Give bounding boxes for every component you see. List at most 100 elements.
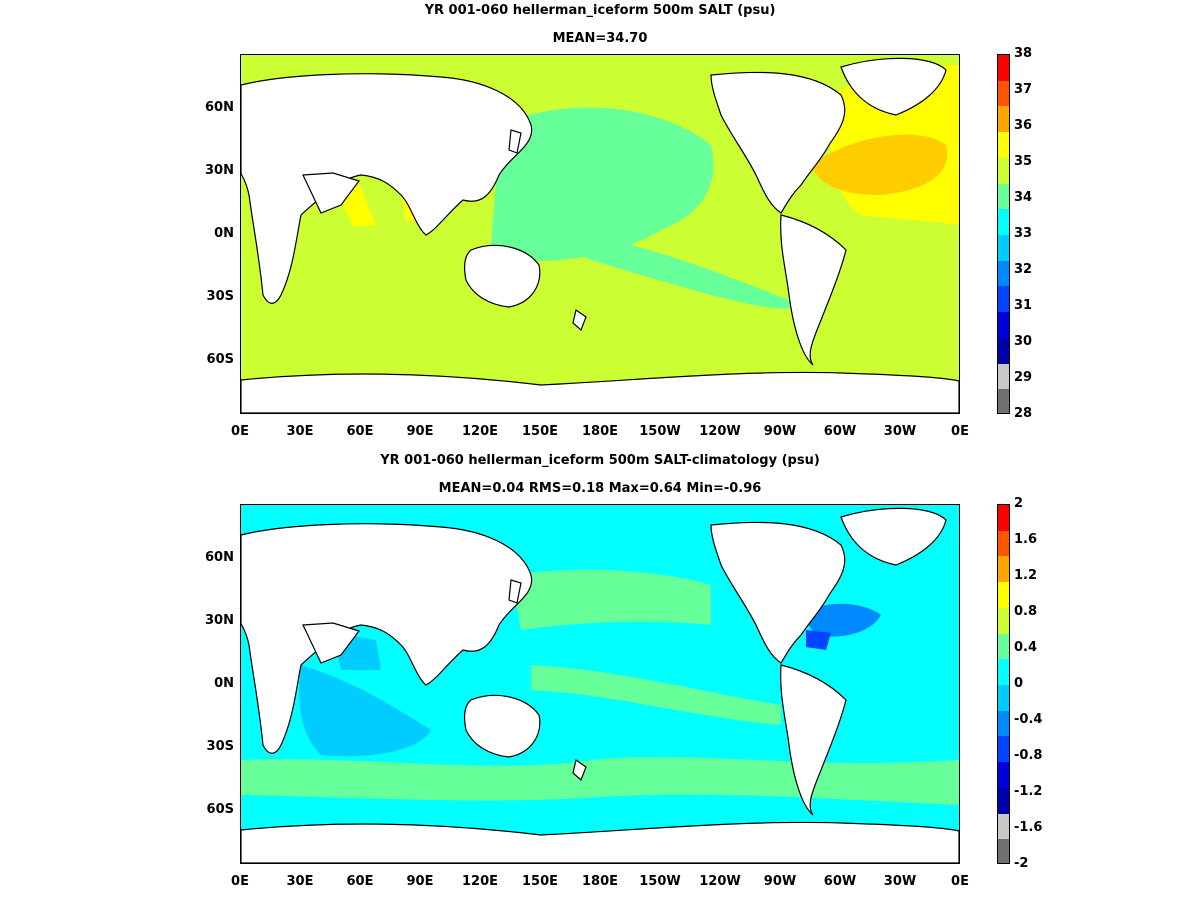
bottom-land-new-zealand bbox=[572, 758, 587, 782]
top-colorbar-label: 35 bbox=[1014, 154, 1033, 169]
top-x-tick: 180E bbox=[581, 424, 619, 439]
top-land-new-zealand bbox=[572, 308, 587, 332]
bottom-x-tick: 90W bbox=[763, 874, 797, 889]
bottom-y-tick: 0N bbox=[214, 676, 234, 691]
bottom-caribbean-anomaly bbox=[806, 630, 831, 650]
bottom-colorbar-segment bbox=[998, 582, 1009, 609]
top-colorbar-segment bbox=[998, 312, 1009, 339]
top-colorbar-segment bbox=[998, 363, 1009, 390]
top-colorbar-segment bbox=[998, 157, 1009, 185]
top-y-tick: 60S bbox=[206, 351, 234, 367]
bottom-colorbar-label: 0.8 bbox=[1014, 604, 1038, 619]
top-colorbar-segment bbox=[998, 209, 1009, 236]
top-title-line1: YR 001-060 hellerman_iceform 500m SALT (… bbox=[424, 3, 776, 18]
bottom-indian-ocean-anomaly bbox=[299, 665, 431, 757]
top-colorbar bbox=[997, 54, 1010, 414]
top-x-tick: 120W bbox=[699, 424, 741, 439]
bottom-x-tick: 120E bbox=[461, 874, 499, 889]
bottom-colorbar-segment bbox=[998, 736, 1009, 763]
bottom-colorbar-label: -2 bbox=[1014, 856, 1029, 871]
top-north-pacific bbox=[491, 107, 714, 261]
bottom-land-arabia bbox=[302, 622, 360, 664]
bottom-title-line2: MEAN=0.04 RMS=0.18 Max=0.64 Min=-0.96 bbox=[438, 481, 762, 496]
bottom-x-tick: 90E bbox=[406, 874, 434, 889]
bottom-colorbar-label: 1.2 bbox=[1014, 568, 1038, 583]
top-land-africa-eurasia bbox=[241, 73, 533, 304]
top-colorbar-segment bbox=[998, 132, 1009, 159]
bottom-colorbar-label: 2 bbox=[1014, 496, 1024, 511]
top-colorbar-label: 29 bbox=[1014, 370, 1033, 385]
top-x-tick: 90W bbox=[763, 424, 797, 439]
bottom-colorbar-label: 1.6 bbox=[1014, 532, 1038, 547]
bottom-equatorial-band bbox=[531, 665, 781, 725]
bottom-x-tick: 150E bbox=[521, 874, 559, 889]
top-land-arabia bbox=[302, 172, 360, 214]
top-colorbar-segment bbox=[998, 389, 1009, 413]
top-colorbar-segment bbox=[998, 80, 1009, 107]
bottom-colorbar-label: -1.6 bbox=[1014, 820, 1043, 835]
top-colorbar-segment bbox=[998, 337, 1009, 365]
bottom-land-greenland bbox=[840, 507, 947, 566]
bottom-colorbar-segment bbox=[998, 607, 1009, 635]
bottom-colorbar bbox=[997, 504, 1010, 864]
top-y-tick: 60N bbox=[205, 100, 234, 116]
top-land-australia bbox=[464, 244, 541, 308]
top-colorbar-label: 30 bbox=[1014, 334, 1033, 349]
top-colorbar-segment bbox=[998, 235, 1009, 262]
top-colorbar-segment bbox=[998, 55, 1009, 82]
top-colorbar-label: 32 bbox=[1014, 262, 1033, 277]
top-colorbar-segment bbox=[998, 260, 1009, 287]
bottom-colorbar-segment bbox=[998, 556, 1009, 583]
bottom-colorbar-segment bbox=[998, 787, 1009, 815]
bottom-colorbar-label: -1.2 bbox=[1014, 784, 1043, 799]
top-x-tick: 150E bbox=[521, 424, 559, 439]
top-title-line2: MEAN=34.70 bbox=[552, 31, 648, 46]
top-colorbar-segment bbox=[998, 286, 1009, 313]
top-x-tick: 150W bbox=[639, 424, 681, 439]
bottom-colorbar-label: 0 bbox=[1014, 676, 1024, 691]
top-y-tick: 30S bbox=[206, 288, 234, 304]
bottom-x-tick: 180E bbox=[581, 874, 619, 889]
bottom-colorbar-segment bbox=[998, 813, 1009, 840]
top-land-greenland bbox=[840, 57, 947, 116]
top-map bbox=[240, 54, 960, 414]
top-land-japan bbox=[508, 129, 522, 154]
bottom-colorbar-label: -0.4 bbox=[1014, 712, 1043, 727]
bottom-x-tick: 60E bbox=[346, 874, 374, 889]
bottom-colorbar-segment bbox=[998, 710, 1009, 737]
bottom-y-tick: 30S bbox=[206, 738, 234, 754]
bottom-colorbar-segment bbox=[998, 659, 1009, 686]
bottom-subpolar-band-south bbox=[241, 757, 959, 805]
bottom-colorbar-segment bbox=[998, 505, 1009, 532]
top-x-tick: 0E bbox=[231, 424, 249, 439]
bottom-title-line1: YR 001-060 hellerman_iceform 500m SALT-c… bbox=[380, 453, 820, 468]
bottom-colorbar-segment bbox=[998, 839, 1009, 863]
bottom-land-africa-eurasia bbox=[241, 523, 533, 754]
top-colorbar-label: 37 bbox=[1014, 82, 1033, 97]
bottom-colorbar-segment bbox=[998, 762, 1009, 789]
bottom-land-south-america bbox=[780, 664, 847, 816]
bottom-x-tick: 30E bbox=[286, 874, 314, 889]
top-x-tick: 90E bbox=[406, 424, 434, 439]
bottom-y-tick: 60N bbox=[205, 550, 234, 566]
top-land-north-america bbox=[710, 71, 846, 214]
top-colorbar-label: 38 bbox=[1014, 46, 1033, 61]
bottom-land-north-america bbox=[710, 521, 846, 664]
top-colorbar-label: 33 bbox=[1014, 226, 1033, 241]
top-colorbar-label: 28 bbox=[1014, 406, 1033, 421]
bottom-colorbar-segment bbox=[998, 633, 1009, 660]
top-x-tick: 60W bbox=[823, 424, 857, 439]
top-colorbar-label: 36 bbox=[1014, 118, 1033, 133]
bottom-colorbar-segment bbox=[998, 685, 1009, 712]
top-land-antarctica bbox=[241, 371, 959, 413]
top-x-tick: 30W bbox=[883, 424, 917, 439]
bottom-y-tick: 60S bbox=[206, 801, 234, 817]
top-y-tick: 0N bbox=[214, 226, 234, 241]
top-x-tick: 60E bbox=[346, 424, 374, 439]
top-colorbar-segment bbox=[998, 183, 1009, 210]
top-subtropical-atlantic bbox=[811, 134, 948, 195]
bottom-colorbar-label: -0.8 bbox=[1014, 748, 1043, 763]
top-south-pacific-tongue bbox=[541, 230, 801, 309]
bottom-land-antarctica bbox=[241, 821, 959, 863]
top-x-tick: 0E bbox=[951, 424, 969, 439]
